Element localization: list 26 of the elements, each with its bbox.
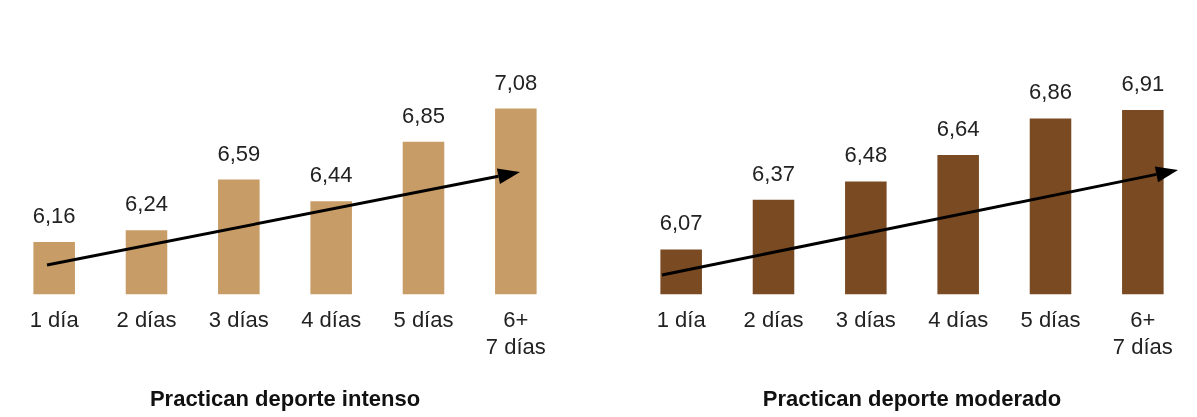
text: Practican deporte intenso xyxy=(148,386,422,412)
data-label: 7,08 xyxy=(494,69,538,95)
data-label: 6,86 xyxy=(1029,79,1072,105)
x-tick-label: 5 días xyxy=(1020,307,1081,333)
data-label: 6,48 xyxy=(844,142,888,168)
data-label: 6,24 xyxy=(125,191,168,217)
x-tick-label: 3 días xyxy=(208,307,269,333)
data-label: 6,91 xyxy=(1121,71,1165,97)
x-tick-label: 6+ 7 días xyxy=(485,307,546,359)
data-label: 6,85 xyxy=(402,102,445,128)
x-tick-label: 4 días xyxy=(301,307,362,333)
data-label: 6,44 xyxy=(309,162,353,188)
data-label: 6,16 xyxy=(32,203,76,229)
data-label: 6,37 xyxy=(752,160,795,186)
x-tick-label: 2 días xyxy=(116,307,177,333)
x-tick-label: 1 día xyxy=(29,307,80,333)
data-label: 6,59 xyxy=(217,140,261,166)
data-label: 6,64 xyxy=(936,115,980,141)
text: Practican deporte moderado xyxy=(761,386,1063,412)
x-tick-label: 6+ 7 días xyxy=(1112,307,1173,359)
x-tick-label: 4 días xyxy=(928,307,989,333)
x-tick-label: 3 días xyxy=(835,307,896,333)
x-tick-label: 1 día xyxy=(656,307,707,333)
x-tick-label: 5 días xyxy=(393,307,454,333)
data-label: 6,07 xyxy=(659,210,703,236)
x-tick-label: 2 días xyxy=(743,307,804,333)
